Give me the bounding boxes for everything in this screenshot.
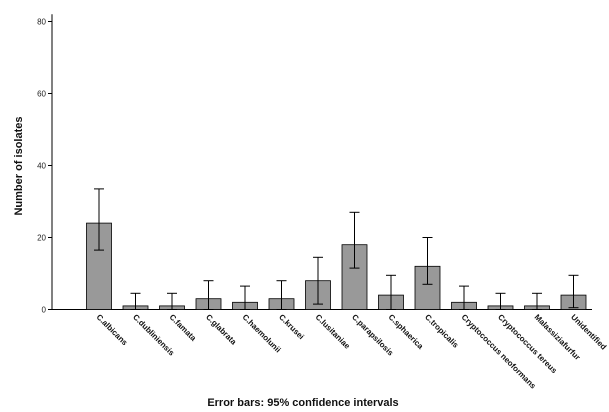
category-label: C.lusitaniae [314, 313, 353, 352]
category-label: Unidentified [569, 313, 608, 352]
y-tick-label: 0 [42, 306, 47, 315]
error-bar [495, 292, 506, 310]
bars [86, 222, 587, 310]
error-bar [240, 285, 250, 310]
y-tick-label: 40 [37, 162, 46, 171]
error-bar [386, 274, 396, 310]
category-label: C.krusei [277, 313, 306, 342]
y-ticks: 0 20 40 60 80 [37, 18, 52, 315]
footnote: Error bars: 95% confidence intervals [207, 397, 398, 409]
y-axis-title: Number of isolates [13, 116, 25, 215]
error-bar [349, 211, 360, 269]
category-label: C.albicans [95, 313, 130, 348]
error-bar [130, 292, 141, 310]
error-bar [94, 188, 104, 251]
error-bar [422, 237, 433, 285]
error-bar [459, 285, 469, 310]
y-tick-label: 60 [37, 90, 46, 99]
category-label: C.sphaerica [387, 313, 426, 352]
y-tick-label: 80 [37, 18, 46, 27]
error-bar [203, 280, 214, 310]
category-label: C.glabrata [204, 313, 238, 347]
error-bar [167, 292, 177, 310]
error-bar [313, 256, 323, 305]
y-tick-label: 20 [37, 234, 46, 243]
category-label: C.famata [168, 313, 199, 344]
category-label: Cryptococcus neoformans [460, 313, 538, 391]
error-bar [276, 280, 287, 310]
axes [51, 14, 592, 310]
error-bars [94, 188, 579, 310]
error-bar [568, 274, 579, 309]
error-bar [532, 292, 542, 310]
category-label: C.tropicalis [423, 313, 461, 351]
category-label: C.haemolunii [241, 313, 283, 355]
